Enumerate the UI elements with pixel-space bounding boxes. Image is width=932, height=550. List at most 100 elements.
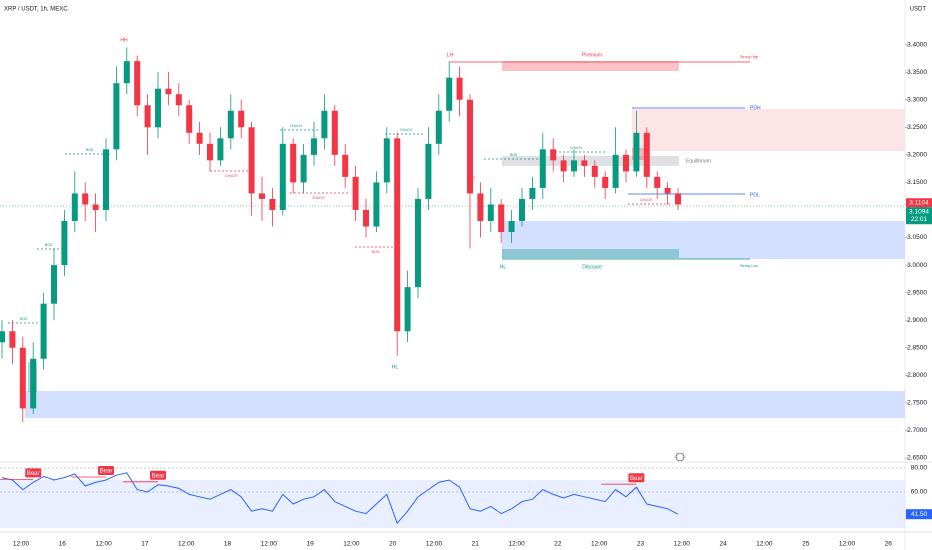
discount-zone-wide (502, 221, 905, 259)
candle-body (664, 187, 671, 194)
pdh-label: PDH (750, 105, 761, 111)
x-tick-label: 21 (472, 541, 480, 548)
bos-label: BOS (468, 176, 476, 180)
candle-body (165, 88, 172, 95)
candle-body (155, 88, 161, 128)
candle-body (623, 154, 629, 172)
candle-body (654, 176, 661, 188)
candle-body (103, 149, 109, 210)
candle-body (51, 265, 57, 304)
rsi-line (1, 472, 679, 525)
candle-body (415, 198, 421, 288)
candle-body (508, 220, 515, 233)
candle-body (92, 204, 99, 210)
bear-label: Bear (630, 476, 643, 482)
choch-label: CHoCH (570, 146, 583, 150)
x-tick-label: 12:00 (508, 541, 525, 548)
y-tick-label: 3.0500 (907, 234, 927, 241)
candle-body (0, 331, 5, 343)
candle-body (560, 160, 567, 172)
candle-body (279, 143, 286, 210)
x-tick-label: 12:00 (674, 541, 691, 548)
hl-label: HL (500, 264, 507, 270)
x-tick-label: 12:00 (426, 541, 443, 548)
candle-body (217, 138, 224, 161)
choch-label: CHoCH (225, 174, 238, 178)
bos-label: BOS (45, 243, 53, 247)
strong-low-label: Strong Low (740, 264, 758, 268)
y-tick-label: 2.9000 (907, 317, 927, 324)
candle-body (321, 110, 328, 139)
candle-body (571, 160, 577, 172)
event-icon[interactable] (675, 452, 685, 462)
candle-body (394, 138, 401, 332)
candle-body (134, 61, 141, 106)
candle-body (352, 176, 359, 210)
rsi-price-label: 41.50 (911, 511, 928, 518)
candle-body (550, 149, 557, 161)
y-tick-label: 3.3000 (907, 96, 927, 103)
current-price-label: 3.1104 (909, 199, 929, 206)
y-tick-label: 2.9500 (907, 289, 927, 296)
x-tick-label: 12:00 (261, 541, 278, 548)
candle-body (529, 187, 536, 199)
bear-box (628, 473, 645, 483)
candle-body (446, 77, 453, 111)
candle-body (487, 204, 494, 221)
y-tick-label: 2.8000 (907, 372, 927, 379)
candle-body (82, 193, 89, 205)
bear-label: Bear (152, 473, 165, 479)
candle-body (581, 160, 588, 166)
x-tick-label: 17 (141, 541, 149, 548)
candle-body (61, 220, 68, 266)
candle-body (71, 193, 78, 221)
choch-label: CHoCH (290, 124, 303, 128)
lh-label: LH (447, 52, 454, 58)
rsi-tick-label: 60.00 (911, 489, 928, 496)
last-price-label: 3.1094 (909, 208, 929, 215)
bos-label: BOS (20, 317, 28, 321)
countdown: 22:01 (911, 216, 928, 223)
hh-label: HH (120, 37, 128, 43)
rsi-price-box (906, 509, 932, 520)
x-tick-label: 12:00 (13, 541, 30, 548)
demand-zone (25, 391, 905, 418)
y-tick-label: 3.2500 (907, 124, 927, 131)
x-tick-label: 22 (554, 541, 562, 548)
candle-body (602, 176, 609, 188)
candle-body (363, 209, 369, 227)
equilibrium-label: Equilibrium (686, 158, 711, 164)
candle-body (238, 110, 245, 128)
equilibrium-zone (502, 156, 679, 166)
y-tick-label: 2.7000 (907, 427, 927, 434)
candle-body (383, 138, 390, 183)
candle-body (30, 358, 37, 409)
choch-label: CHoCH (640, 198, 653, 202)
candle-body (123, 61, 130, 84)
candle-body (196, 132, 203, 144)
rsi-band (0, 480, 905, 528)
strong-high-label: Strong High (740, 55, 759, 59)
candle-body (175, 94, 182, 106)
x-tick-label: 19 (306, 541, 314, 548)
candle-body (207, 143, 213, 161)
bear-label: Bear (27, 471, 40, 477)
bear-label: Bear (100, 469, 113, 475)
candle-body (425, 143, 432, 199)
premium-label: Premium (582, 52, 602, 58)
bear-box (150, 470, 166, 480)
x-tick-label: 24 (719, 541, 727, 548)
x-tick-label: 12:00 (591, 541, 608, 548)
hl-label: HL (392, 364, 399, 370)
bos-label: BOS (510, 153, 518, 157)
candle-body (227, 110, 234, 139)
bear-box (25, 468, 42, 478)
candle-body (342, 154, 349, 177)
x-tick-label: 26 (885, 541, 893, 548)
bos-label: BOS (372, 250, 380, 254)
candle-body (591, 165, 598, 177)
candle-body (144, 105, 151, 128)
supply-zone (632, 109, 905, 151)
x-tick-label: 12:00 (343, 541, 360, 548)
